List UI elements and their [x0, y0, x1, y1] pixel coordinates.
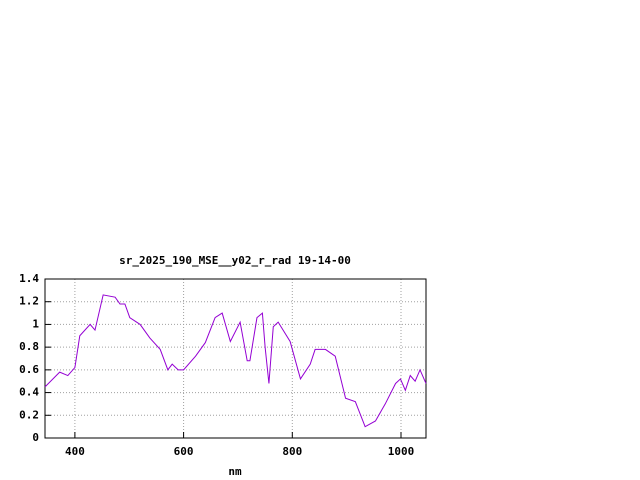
y-tick-label: 1 [32, 317, 39, 330]
y-tick-label: 1.4 [19, 272, 39, 285]
x-tick-label: 800 [282, 445, 302, 458]
x-tick-label: 400 [65, 445, 85, 458]
y-tick-label: 0.8 [19, 340, 39, 353]
y-tick-label: 1.2 [19, 295, 39, 308]
y-tick-label: 0 [32, 431, 39, 444]
y-tick-label: 0.6 [19, 363, 39, 376]
x-tick-label: 600 [174, 445, 194, 458]
y-tick-label: 0.4 [19, 386, 39, 399]
y-tick-label: 0.2 [19, 408, 39, 421]
data-line [44, 294, 427, 428]
plot-border [44, 278, 427, 439]
chart-title: sr_2025_190_MSE__y02_r_rad 19-14-00 [119, 254, 351, 267]
x-tick-label: 1000 [388, 445, 415, 458]
x-axis-label: nm [228, 465, 242, 478]
